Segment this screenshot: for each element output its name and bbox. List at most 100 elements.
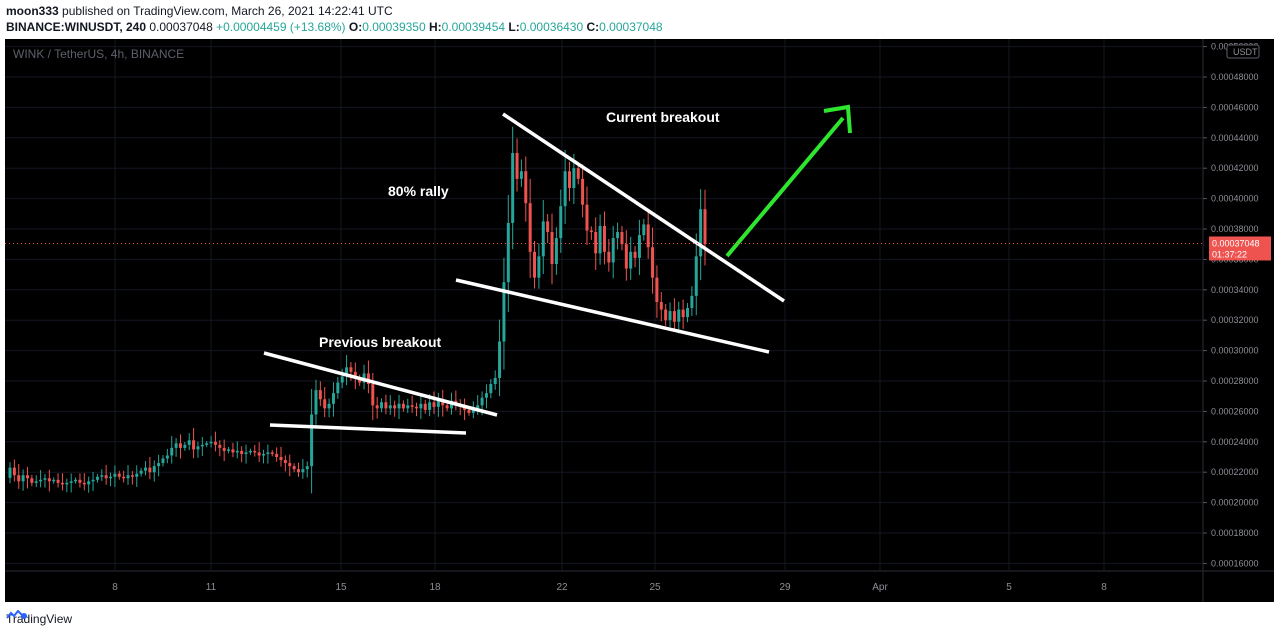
prev-lower-trendline <box>269 423 467 435</box>
candle <box>310 389 314 494</box>
price-tick-label: 0.00034000 <box>1211 285 1259 295</box>
price-tick-label: 0.00020000 <box>1211 498 1259 508</box>
candle <box>668 302 672 328</box>
candle <box>345 355 349 386</box>
price-tick-label: 0.00038000 <box>1211 224 1259 234</box>
candle <box>690 286 694 316</box>
candle <box>589 226 593 240</box>
close-label: C: <box>586 20 600 34</box>
candle <box>218 440 222 457</box>
candle <box>441 389 445 417</box>
candle <box>554 227 558 275</box>
candle <box>585 186 589 246</box>
candle <box>397 394 401 420</box>
price-axis: 0.00016000 0.00018000 0.00020000 0.00022000… <box>5 42 1271 568</box>
close-value: 0.00037048 <box>599 20 663 34</box>
high-label: H: <box>429 20 442 34</box>
candle <box>95 473 99 483</box>
candle <box>130 471 134 485</box>
candle <box>200 437 204 457</box>
candle <box>502 257 506 370</box>
last-price-label: 0.00037048 <box>1212 238 1260 248</box>
candle <box>139 467 143 477</box>
candle <box>8 462 12 484</box>
time-tick-label: 22 <box>556 582 568 593</box>
chart-area[interactable]: 0.00016000 0.00018000 0.00020000 0.00022000… <box>5 39 1274 602</box>
candle <box>161 455 165 467</box>
price-tick-label: 0.00030000 <box>1211 346 1259 356</box>
candle <box>174 438 178 457</box>
candle <box>100 469 104 481</box>
candle <box>288 454 292 477</box>
candle <box>401 400 405 412</box>
time-tick-label: 5 <box>1006 582 1012 593</box>
candle <box>47 469 51 492</box>
candle <box>275 447 279 462</box>
candle <box>642 218 646 241</box>
breakout-arrow-head <box>823 104 852 134</box>
candle <box>454 390 458 411</box>
candle <box>567 161 571 202</box>
time-axis: 8 11 15 18 22 25 29 Apr 5 8 <box>112 582 1107 593</box>
candle <box>393 400 397 417</box>
symbol-line: BINANCE:WINUSDT, 240 <box>6 20 147 34</box>
candle <box>489 379 493 399</box>
candle <box>546 214 550 244</box>
candle <box>244 444 248 464</box>
candle <box>637 219 641 275</box>
change-value: +0.00004459 (+13.68%) <box>216 20 346 34</box>
candle <box>323 386 327 418</box>
author-name[interactable]: moon333 <box>6 4 59 18</box>
price-tick-label: 0.00024000 <box>1211 437 1259 447</box>
candle <box>366 360 370 394</box>
price-tick-label: 0.00022000 <box>1211 467 1259 477</box>
candle <box>559 189 563 253</box>
candle <box>506 194 510 313</box>
candle <box>148 456 152 480</box>
candle <box>677 301 681 334</box>
candlestick-chart[interactable]: 0.00016000 0.00018000 0.00020000 0.00022000… <box>5 39 1274 602</box>
price-tick-label: 0.00046000 <box>1211 102 1259 112</box>
candle <box>296 462 300 477</box>
candle <box>222 439 226 462</box>
candle <box>87 476 91 493</box>
candle <box>253 444 257 457</box>
candle <box>511 126 515 250</box>
currency-label: USDT <box>1233 47 1258 57</box>
candle <box>681 299 685 329</box>
candle <box>65 478 69 493</box>
tradingview-logo-icon <box>6 610 27 619</box>
price-tick-label: 0.00042000 <box>1211 163 1259 173</box>
price-tick-label: 0.00032000 <box>1211 315 1259 325</box>
candle <box>362 364 366 390</box>
candle <box>498 319 502 397</box>
candle <box>52 477 56 484</box>
candle <box>515 138 519 192</box>
candle <box>655 265 659 318</box>
annotation-previous-breakout: Previous breakout <box>319 334 441 350</box>
candle <box>699 189 703 281</box>
candle <box>12 459 16 482</box>
candle <box>69 473 73 493</box>
time-tick-label: 25 <box>649 582 661 593</box>
candle <box>60 473 64 491</box>
current-upper-trendline <box>502 112 785 303</box>
candle <box>537 243 541 289</box>
time-tick-label: Apr <box>872 582 888 593</box>
last-price-badge <box>1209 236 1271 261</box>
candle <box>550 213 554 285</box>
currency-badge[interactable] <box>1226 44 1260 59</box>
candle <box>651 227 655 294</box>
candle <box>493 370 497 390</box>
candle <box>283 455 287 472</box>
candle <box>598 214 602 265</box>
candle <box>126 465 130 485</box>
candle <box>205 440 209 448</box>
price-tick-label: 0.00026000 <box>1211 406 1259 416</box>
candle <box>602 211 606 265</box>
candle <box>533 240 537 289</box>
candle <box>423 399 427 414</box>
candle <box>135 465 139 487</box>
candle <box>104 465 108 485</box>
candle <box>528 178 532 278</box>
